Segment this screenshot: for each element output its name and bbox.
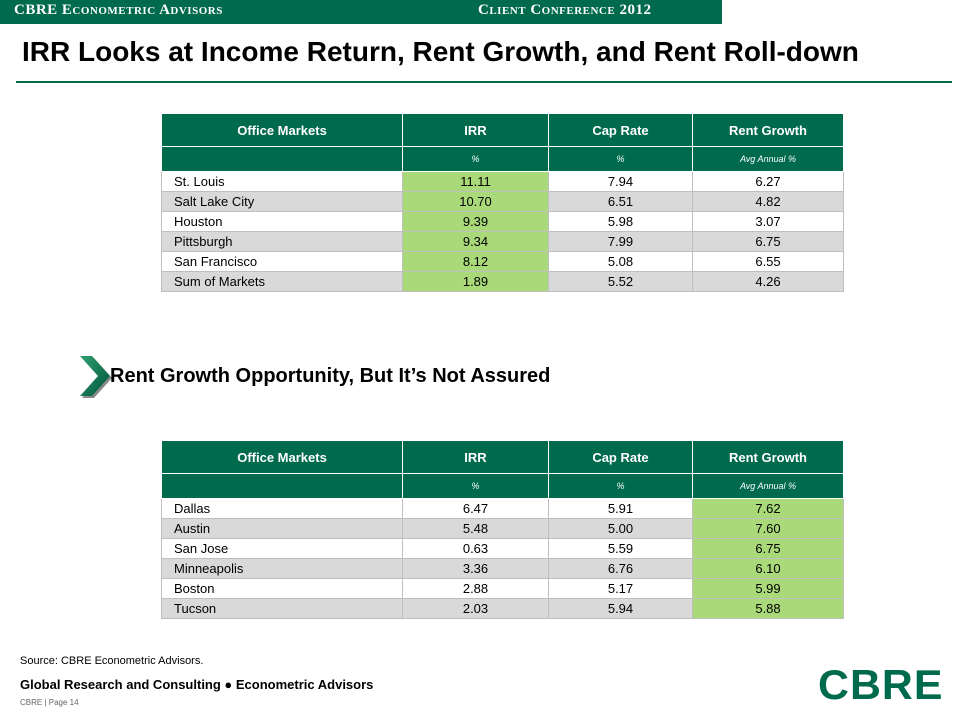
cap-rate-value: 7.99 [548, 231, 693, 252]
table-header-row: Office Markets IRR Cap Rate Rent Growth [161, 113, 844, 147]
cap-rate-value: 5.17 [548, 578, 693, 599]
irr-value: 3.36 [402, 558, 549, 579]
market-name: Boston [161, 578, 403, 599]
table-row: Dallas 6.47 5.91 7.62 [161, 498, 844, 519]
market-name: Sum of Markets [161, 271, 403, 292]
market-name: Houston [161, 211, 403, 232]
market-name: Minneapolis [161, 558, 403, 579]
rent-growth-value: 3.07 [692, 211, 844, 232]
irr-value: 11.11 [402, 171, 549, 192]
market-name: San Jose [161, 538, 403, 559]
footer-org-text: Global Research and Consulting ● Econome… [20, 677, 374, 692]
irr-table-top: Office Markets IRR Cap Rate Rent Growth … [161, 113, 844, 292]
market-name: San Francisco [161, 251, 403, 272]
market-name: Tucson [161, 598, 403, 619]
table-row: Houston 9.39 5.98 3.07 [161, 211, 844, 232]
table-row: Tucson 2.03 5.94 5.88 [161, 598, 844, 619]
unit-cell: % [402, 473, 549, 499]
column-header-market: Office Markets [161, 113, 403, 147]
cbre-logo: CBRE [818, 661, 944, 708]
irr-value: 5.48 [402, 518, 549, 539]
rent-growth-value: 4.82 [692, 191, 844, 212]
unit-cell [161, 473, 403, 499]
table-row: Sum of Markets 1.89 5.52 4.26 [161, 271, 844, 292]
rent-growth-value: 6.75 [692, 231, 844, 252]
table-row: San Jose 0.63 5.59 6.75 [161, 538, 844, 559]
cap-rate-value: 5.91 [548, 498, 693, 519]
table-row: Minneapolis 3.36 6.76 6.10 [161, 558, 844, 579]
market-name: Dallas [161, 498, 403, 519]
irr-value: 2.88 [402, 578, 549, 599]
unit-cell: Avg Annual % [692, 473, 844, 499]
cap-rate-value: 5.98 [548, 211, 693, 232]
column-header-rent-growth: Rent Growth [692, 440, 844, 474]
column-header-market: Office Markets [161, 440, 403, 474]
rent-growth-value: 4.26 [692, 271, 844, 292]
irr-value: 9.34 [402, 231, 549, 252]
cap-rate-value: 6.76 [548, 558, 693, 579]
market-name: Pittsburgh [161, 231, 403, 252]
unit-cell: % [548, 146, 693, 172]
column-header-irr: IRR [402, 113, 549, 147]
table-row: Salt Lake City 10.70 6.51 4.82 [161, 191, 844, 212]
rent-growth-value: 6.10 [692, 558, 844, 579]
callout-heading: Rent Growth Opportunity, But It’s Not As… [78, 352, 678, 400]
source-note: Source: CBRE Econometric Advisors. [20, 655, 204, 667]
unit-cell: % [402, 146, 549, 172]
unit-cell: % [548, 473, 693, 499]
rent-growth-value: 6.55 [692, 251, 844, 272]
irr-value: 1.89 [402, 271, 549, 292]
rent-growth-value: 6.75 [692, 538, 844, 559]
column-header-cap-rate: Cap Rate [548, 113, 693, 147]
unit-cell: Avg Annual % [692, 146, 844, 172]
table-units-row: % % Avg Annual % [161, 473, 844, 499]
page-number: CBRE | Page 14 [20, 698, 79, 707]
rent-growth-value: 5.88 [692, 598, 844, 619]
table-row: St. Louis 11.11 7.94 6.27 [161, 171, 844, 192]
header-left-text: CBRE Econometric Advisors [14, 2, 223, 18]
table-row: Austin 5.48 5.00 7.60 [161, 518, 844, 539]
column-header-irr: IRR [402, 440, 549, 474]
cap-rate-value: 5.52 [548, 271, 693, 292]
rent-growth-value: 6.27 [692, 171, 844, 192]
logo-text: CBRE [818, 661, 944, 708]
cap-rate-value: 7.94 [548, 171, 693, 192]
column-header-cap-rate: Cap Rate [548, 440, 693, 474]
irr-value: 9.39 [402, 211, 549, 232]
table-row: Pittsburgh 9.34 7.99 6.75 [161, 231, 844, 252]
irr-value: 6.47 [402, 498, 549, 519]
column-header-rent-growth: Rent Growth [692, 113, 844, 147]
irr-value: 8.12 [402, 251, 549, 272]
slide-title: IRR Looks at Income Return, Rent Growth,… [22, 36, 859, 67]
header-right-text: Client Conference 2012 [478, 2, 652, 18]
callout-text: Rent Growth Opportunity, But It’s Not As… [110, 365, 551, 387]
header-bar: CBRE Econometric Advisors Client Confere… [0, 0, 722, 24]
table-header-row: Office Markets IRR Cap Rate Rent Growth [161, 440, 844, 474]
cap-rate-value: 5.00 [548, 518, 693, 539]
table-row: San Francisco 8.12 5.08 6.55 [161, 251, 844, 272]
rent-growth-value: 7.60 [692, 518, 844, 539]
title-divider [16, 81, 952, 83]
table-row: Boston 2.88 5.17 5.99 [161, 578, 844, 599]
chevron-right-icon [80, 356, 112, 398]
table-units-row: % % Avg Annual % [161, 146, 844, 172]
market-name: St. Louis [161, 171, 403, 192]
rent-growth-value: 7.62 [692, 498, 844, 519]
cap-rate-value: 6.51 [548, 191, 693, 212]
market-name: Austin [161, 518, 403, 539]
irr-value: 10.70 [402, 191, 549, 212]
irr-table-bottom: Office Markets IRR Cap Rate Rent Growth … [161, 440, 844, 619]
cap-rate-value: 5.94 [548, 598, 693, 619]
cap-rate-value: 5.08 [548, 251, 693, 272]
cap-rate-value: 5.59 [548, 538, 693, 559]
irr-value: 0.63 [402, 538, 549, 559]
unit-cell [161, 146, 403, 172]
irr-value: 2.03 [402, 598, 549, 619]
market-name: Salt Lake City [161, 191, 403, 212]
rent-growth-value: 5.99 [692, 578, 844, 599]
